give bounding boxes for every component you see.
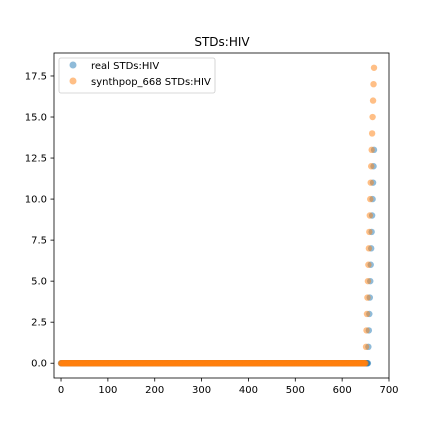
data-point	[364, 294, 371, 301]
x-tick-label: 600	[333, 385, 352, 396]
data-point	[362, 343, 370, 351]
legend-box	[58, 57, 216, 94]
data-point	[369, 113, 376, 121]
data-point	[368, 146, 375, 154]
x-tick-label: 300	[192, 385, 211, 396]
x-tick-label: 200	[145, 385, 164, 396]
data-point	[368, 163, 375, 170]
legend: real STDs:HIV synthpop_668 STDs:HIV	[58, 57, 216, 94]
x-tick-label: 400	[239, 385, 258, 396]
legend-marker-real	[69, 61, 77, 69]
y-axis: 0.0 2.5 5.0 7.5 10.0 12.5 15.0 17.5	[25, 71, 54, 370]
data-point	[367, 195, 374, 203]
x-axis: 0 100 200 300 400 500 600 700	[58, 378, 399, 396]
y-tick-label: 2.5	[31, 318, 47, 329]
series-synthpop	[57, 64, 378, 367]
x-tick-label: 0	[58, 385, 64, 396]
y-tick-label: 17.5	[25, 71, 47, 82]
series-real	[57, 146, 378, 367]
y-tick-label: 7.5	[31, 236, 47, 247]
data-point	[370, 64, 378, 71]
y-tick-label: 15.0	[25, 113, 47, 124]
x-tick-label: 500	[286, 385, 305, 396]
plot-frame	[53, 52, 390, 379]
data-point	[362, 360, 369, 367]
x-tick-label: 700	[379, 385, 398, 396]
data-point	[363, 327, 370, 334]
data-point	[365, 245, 373, 252]
y-tick-label: 12.5	[25, 154, 47, 165]
data-point	[366, 212, 373, 219]
chart-title: STDs:HIV	[194, 35, 250, 49]
data-point	[363, 310, 371, 318]
plot-area	[57, 64, 378, 367]
data-point	[366, 228, 373, 236]
y-tick-label: 5.0	[31, 277, 47, 288]
data-point	[365, 261, 372, 268]
legend-marker-synthpop	[69, 77, 77, 85]
data-point	[367, 179, 374, 186]
data-point	[370, 80, 377, 88]
data-point	[368, 130, 376, 137]
x-tick-label: 100	[98, 385, 117, 396]
legend-label-synthpop: synthpop_668 STDs:HIV	[91, 77, 211, 88]
legend-label-real: real STDs:HIV	[91, 61, 159, 72]
data-point	[364, 277, 372, 285]
y-tick-label: 10.0	[25, 195, 47, 206]
data-point	[369, 97, 377, 104]
y-tick-label: 0.0	[31, 359, 47, 370]
